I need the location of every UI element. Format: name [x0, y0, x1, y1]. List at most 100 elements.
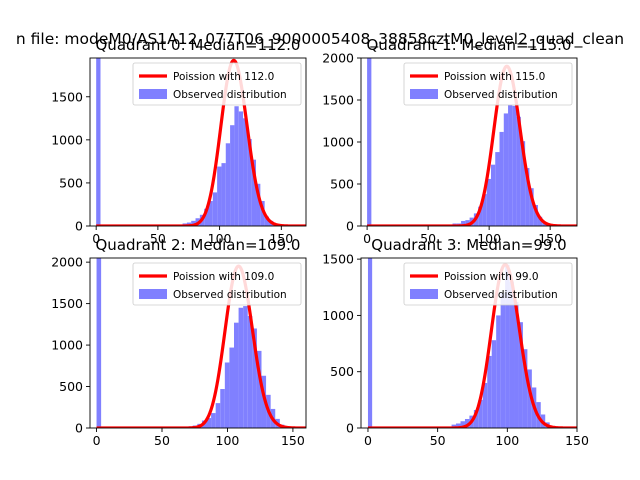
histogram-bar: [520, 141, 526, 226]
histogram-bar: [514, 301, 519, 428]
plot-area: [95, 258, 306, 428]
legend-label-observed: Observed distribution: [444, 289, 558, 301]
y-tick-label: 1000: [322, 135, 354, 150]
histogram-bar: [529, 188, 534, 226]
histogram-bar: [490, 164, 496, 226]
y-tick-label: 1500: [322, 93, 354, 108]
plot-area: [367, 258, 577, 428]
histogram-bar: [512, 105, 517, 226]
legend-label-poisson: Poission with 112.0: [173, 71, 274, 83]
histogram-bar: [451, 424, 457, 428]
y-tick-label: 2000: [322, 51, 354, 66]
x-tick-label: 0: [93, 433, 101, 448]
x-tick-label: 50: [430, 433, 446, 448]
legend-label-observed: Observed distribution: [173, 289, 287, 301]
histogram-bar: [460, 421, 465, 428]
histogram-bar: [208, 201, 213, 226]
legend-label-observed: Observed distribution: [173, 89, 287, 101]
x-tick-label: 0: [92, 231, 100, 246]
histogram-bar: [252, 328, 257, 428]
legend: Poission with 112.0 Observed distribution: [132, 62, 302, 106]
histogram-bar-zero: [367, 258, 373, 428]
legend-label-poisson: Poission with 115.0: [444, 71, 545, 83]
legend-box: [132, 62, 302, 106]
histogram-bar: [503, 113, 509, 226]
plot-area: [95, 58, 306, 226]
histogram-bar: [256, 183, 261, 226]
histogram-bar: [251, 159, 257, 226]
histogram-bar: [478, 399, 483, 428]
histogram-bar: [238, 111, 244, 226]
histogram-bar: [238, 307, 244, 428]
histogram-bar: [220, 389, 225, 428]
histogram-bar: [499, 131, 504, 226]
poisson-curve: [95, 264, 306, 428]
y-tick-label: 500: [59, 379, 83, 394]
histogram-bar: [260, 201, 265, 226]
x-tick-label: 100: [477, 231, 501, 246]
x-tick-label: 0: [364, 433, 372, 448]
x-tick-label: 150: [269, 231, 293, 246]
histogram-bar: [256, 350, 262, 428]
y-tick-label: 1000: [51, 338, 83, 353]
axes-frame: [89, 57, 307, 227]
histogram-bar-zero: [367, 58, 372, 226]
y-tick-label: 0: [75, 219, 83, 234]
histogram-bar: [461, 220, 466, 226]
histogram-bar: [212, 192, 218, 226]
y-tick-label: 1500: [322, 252, 354, 267]
histogram-bar: [473, 409, 479, 428]
y-tick-label: 1000: [51, 132, 83, 147]
y-tick-label: 1000: [322, 308, 354, 323]
subplot-title: Quadrant 2: Median=109.0: [96, 236, 301, 254]
histogram-bar: [204, 208, 209, 226]
x-tick-label: 100: [208, 231, 232, 246]
histogram-bar: [495, 152, 500, 226]
histogram-bar: [464, 418, 470, 428]
x-tick-label: 50: [154, 433, 170, 448]
y-tick-label: 0: [75, 421, 83, 436]
histogram-bar: [500, 292, 506, 428]
histogram-bar: [225, 143, 231, 226]
axes-frame: [360, 257, 578, 429]
histogram-bar: [264, 216, 269, 226]
histogram-bar: [487, 355, 492, 428]
x-tick-label: 100: [216, 433, 240, 448]
histogram-bar: [206, 418, 212, 428]
histogram-bar: [509, 281, 515, 428]
histogram-bar: [221, 163, 226, 226]
histogram-bar: [191, 220, 196, 226]
y-tick-label: 500: [330, 364, 354, 379]
histogram-bar-zero: [96, 258, 102, 428]
subplot-title: Quadrant 0: Median=112.0: [96, 36, 301, 54]
histogram-bar: [211, 413, 216, 428]
histogram-bar: [482, 194, 487, 226]
histogram-bar: [505, 264, 510, 428]
y-tick-label: 0: [346, 219, 354, 234]
histogram-bar: [533, 205, 538, 226]
subplot-title: Quadrant 3: Median=99.0: [371, 236, 566, 254]
histogram-bar: [247, 138, 252, 226]
histogram-bar: [215, 403, 221, 428]
x-tick-label: 50: [150, 231, 166, 246]
y-tick-label: 0: [346, 421, 354, 436]
legend-label-poisson: Poission with 99.0: [444, 271, 539, 283]
suptitle-text: n file: modeM0/AS1A12_077T06_9000005408_…: [16, 30, 624, 48]
histogram-bar: [525, 168, 530, 226]
axes-frame: [89, 257, 307, 429]
x-tick-label: 150: [565, 433, 589, 448]
legend: Poission with 99.0 Observed distribution: [403, 262, 573, 306]
histogram-bar: [456, 423, 461, 428]
histogram-bar: [537, 216, 543, 226]
histogram-bar: [234, 106, 239, 226]
histogram-bar: [243, 118, 248, 226]
legend-box: [403, 262, 573, 306]
histogram-bar-zero: [96, 58, 101, 226]
histogram-bar: [247, 316, 253, 428]
histogram-bar: [230, 125, 235, 226]
legend: Poission with 115.0 Observed distribution: [403, 62, 573, 106]
figure-suptitle: n file: modeM0/AS1A12_077T06_9000005408_…: [0, 28, 640, 48]
